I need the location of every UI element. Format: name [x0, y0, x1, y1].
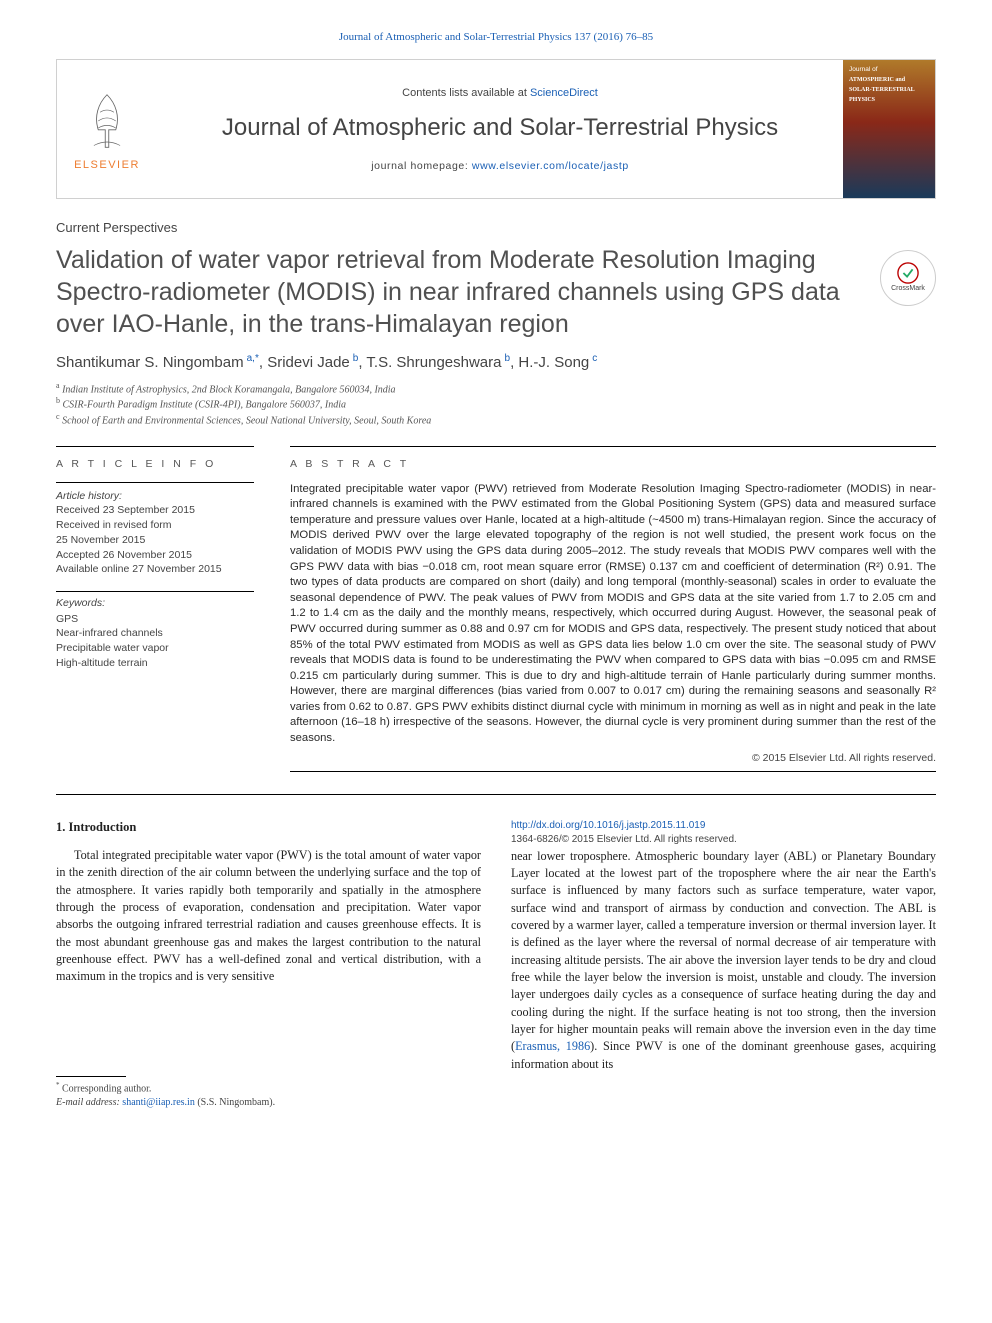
author-2-aff[interactable]: b	[353, 353, 359, 364]
author-4-aff[interactable]: c	[592, 353, 597, 364]
keyword-2[interactable]: Near-infrared channels	[56, 626, 254, 641]
footnotes-block: * Corresponding author. E-mail address: …	[56, 1076, 481, 1110]
author-4[interactable]: H.-J. Song	[518, 354, 589, 371]
received-date: Received 23 September 2015	[56, 503, 254, 518]
author-1-aff[interactable]: a,	[247, 353, 255, 364]
affil-a: a Indian Institute of Astrophysics, 2nd …	[56, 381, 936, 397]
intro-paragraph-2: near lower troposphere. Atmospheric boun…	[511, 848, 936, 1073]
keyword-3[interactable]: Precipitable water vapor	[56, 641, 254, 656]
keyword-1[interactable]: GPS	[56, 612, 254, 627]
abs-rule-bottom	[290, 771, 936, 772]
affiliations: a Indian Institute of Astrophysics, 2nd …	[56, 381, 936, 428]
journal-header: ELSEVIER Contents lists available at Sci…	[56, 59, 936, 199]
sciencedirect-link[interactable]: ScienceDirect	[530, 87, 598, 99]
keywords-list: GPS Near-infrared channels Precipitable …	[56, 612, 254, 671]
keywords-label: Keywords:	[56, 596, 254, 611]
corr-email[interactable]: shanti@iiap.res.in	[122, 1097, 195, 1108]
corresponding-author-note: * Corresponding author.	[56, 1081, 481, 1096]
article-info-column: A R T I C L E I N F O Article history: R…	[56, 446, 254, 782]
abstract-copyright: © 2015 Elsevier Ltd. All rights reserved…	[290, 751, 936, 766]
intro-paragraph-1: Total integrated precipitable water vapo…	[56, 847, 481, 986]
keyword-4[interactable]: High-altitude terrain	[56, 656, 254, 671]
info-rule	[56, 446, 254, 447]
abstract-heading: A B S T R A C T	[290, 457, 936, 472]
doi-block: http://dx.doi.org/10.1016/j.jastp.2015.1…	[511, 819, 936, 847]
homepage-link[interactable]: www.elsevier.com/locate/jastp	[472, 160, 629, 172]
cover-line1: Journal of	[849, 66, 929, 73]
author-3-aff[interactable]: b	[505, 353, 511, 364]
journal-name: Journal of Atmospheric and Solar-Terrest…	[222, 111, 778, 145]
affil-b: b CSIR-Fourth Paradigm Institute (CSIR-4…	[56, 396, 936, 412]
article-history: Article history: Received 23 September 2…	[56, 489, 254, 577]
crossmark-badge[interactable]: CrossMark	[880, 250, 936, 306]
elsevier-logo[interactable]: ELSEVIER	[57, 60, 157, 198]
journal-homepage-line: journal homepage: www.elsevier.com/locat…	[371, 159, 629, 174]
email-author: (S.S. Ningombam).	[197, 1097, 275, 1108]
author-1[interactable]: Shantikumar S. Ningombam	[56, 354, 244, 371]
author-3[interactable]: T.S. Shrungeshwara	[366, 354, 501, 371]
crossmark-label: CrossMark	[891, 284, 925, 294]
accepted-date: Accepted 26 November 2015	[56, 548, 254, 563]
intro-p2a: near lower troposphere. Atmospheric boun…	[511, 849, 936, 1054]
affil-c: c School of Earth and Environmental Scie…	[56, 412, 936, 428]
footnote-rule	[56, 1076, 126, 1077]
authors-line: Shantikumar S. Ningombam a,*, Sridevi Ja…	[56, 352, 936, 373]
issn-copyright: 1364-6826/© 2015 Elsevier Ltd. All right…	[511, 833, 936, 847]
top-citation[interactable]: Journal of Atmospheric and Solar-Terrest…	[56, 30, 936, 45]
abstract-column: A B S T R A C T Integrated precipitable …	[290, 446, 936, 782]
abs-rule	[290, 446, 936, 447]
history-label: Article history:	[56, 489, 254, 504]
header-center: Contents lists available at ScienceDirec…	[157, 60, 843, 198]
author-2[interactable]: Sridevi Jade	[267, 354, 350, 371]
cover-line2: ATMOSPHERIC and	[849, 76, 929, 84]
online-date: Available online 27 November 2015	[56, 562, 254, 577]
homepage-prefix: journal homepage:	[371, 160, 472, 172]
journal-cover-thumbnail[interactable]: Journal of ATMOSPHERIC and SOLAR-TERREST…	[843, 60, 935, 198]
abstract-text: Integrated precipitable water vapor (PWV…	[290, 482, 936, 747]
article-title: Validation of water vapor retrieval from…	[56, 244, 864, 340]
email-line: E-mail address: shanti@iiap.res.in (S.S.…	[56, 1096, 481, 1110]
author-1-corr[interactable]: *	[255, 353, 259, 364]
revised-line1: Received in revised form	[56, 518, 254, 533]
body-two-columns: 1. Introduction Total integrated precipi…	[56, 819, 936, 1110]
elsevier-tree-icon	[79, 86, 135, 156]
article-info-heading: A R T I C L E I N F O	[56, 457, 254, 472]
intro-heading: 1. Introduction	[56, 819, 481, 837]
doi-link[interactable]: http://dx.doi.org/10.1016/j.jastp.2015.1…	[511, 819, 936, 833]
contents-available-line: Contents lists available at ScienceDirec…	[402, 86, 598, 101]
info-rule-3	[56, 591, 254, 592]
article-type: Current Perspectives	[56, 219, 936, 237]
crossmark-icon	[897, 262, 919, 284]
section-divider	[56, 794, 936, 795]
contents-prefix: Contents lists available at	[402, 87, 530, 99]
elsevier-brand-text: ELSEVIER	[74, 158, 140, 173]
revised-line2: 25 November 2015	[56, 533, 254, 548]
cover-line3: SOLAR-TERRESTRIAL	[849, 86, 929, 94]
email-label: E-mail address:	[56, 1097, 120, 1108]
info-rule-2	[56, 482, 254, 483]
cover-line4: PHYSICS	[849, 96, 929, 104]
erasmus-citation[interactable]: Erasmus, 1986	[515, 1039, 590, 1053]
